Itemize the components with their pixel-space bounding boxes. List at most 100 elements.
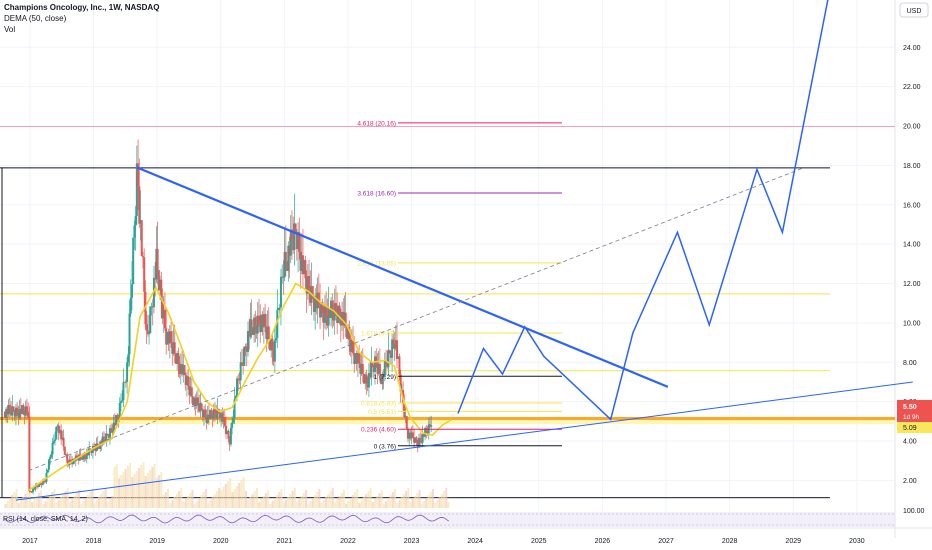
volume-bar bbox=[124, 469, 127, 508]
volume-bar bbox=[77, 490, 80, 508]
volume-bar bbox=[204, 489, 207, 508]
volume-bar bbox=[55, 503, 58, 508]
candle-body bbox=[129, 297, 132, 314]
volume-bar bbox=[138, 468, 141, 508]
volume-bar bbox=[80, 504, 83, 508]
candle-body bbox=[43, 480, 46, 482]
candle-body bbox=[360, 363, 363, 374]
candle-body bbox=[253, 317, 256, 336]
volume-bar bbox=[371, 502, 374, 508]
fib-label-0-5: 0.5 (5.51) bbox=[368, 409, 396, 416]
volume-bar bbox=[4, 504, 7, 508]
volume-bar bbox=[242, 477, 245, 508]
candle-body bbox=[282, 276, 285, 278]
volume-bar bbox=[389, 495, 392, 508]
candle-body bbox=[222, 417, 225, 422]
volume-bar bbox=[407, 488, 410, 508]
volume-bar bbox=[8, 498, 11, 508]
candle-body bbox=[365, 374, 368, 384]
candle-body bbox=[410, 432, 413, 439]
volume-bar bbox=[209, 500, 212, 508]
volume-bar bbox=[400, 497, 403, 508]
trendline-dashed bbox=[28, 166, 805, 471]
volume-bar bbox=[347, 501, 350, 508]
candle-body bbox=[244, 346, 247, 349]
volume-bar bbox=[278, 492, 281, 508]
candle-body bbox=[312, 299, 315, 312]
volume-bar bbox=[42, 504, 45, 508]
volume-bar bbox=[405, 491, 408, 508]
candle-body bbox=[49, 456, 52, 460]
volume-bar bbox=[160, 472, 163, 508]
volume-bar bbox=[336, 499, 339, 508]
volume-bar bbox=[434, 503, 437, 508]
volume-bar bbox=[184, 499, 187, 508]
volume-bar bbox=[280, 489, 283, 508]
volume-bar bbox=[227, 481, 230, 508]
candle-body bbox=[428, 424, 431, 427]
candle-body bbox=[110, 428, 113, 431]
candle-body bbox=[57, 425, 60, 433]
candle-body bbox=[13, 411, 16, 417]
volume-bar bbox=[193, 504, 196, 508]
candle-body bbox=[87, 452, 90, 456]
price-axis-tick: 12.00 bbox=[903, 281, 921, 288]
candle-body bbox=[426, 430, 429, 434]
candle-body bbox=[254, 317, 257, 326]
candle-body bbox=[210, 409, 213, 415]
price-axis-tick: 4.00 bbox=[903, 439, 917, 446]
candle-body bbox=[28, 416, 31, 492]
candle-body bbox=[339, 315, 342, 326]
candle-body bbox=[25, 406, 28, 412]
volume-bar bbox=[102, 491, 105, 508]
candle-body bbox=[283, 251, 286, 278]
candle-body bbox=[359, 363, 362, 374]
currency-button-label[interactable]: USD bbox=[907, 8, 922, 15]
candle-body bbox=[337, 305, 340, 323]
candle-body bbox=[409, 432, 412, 439]
fib-label-2-618: 2.618 (13.05) bbox=[357, 260, 396, 267]
candle-body bbox=[404, 416, 407, 418]
volume-bar bbox=[126, 466, 129, 508]
volume-bar bbox=[75, 493, 78, 508]
volume-bar bbox=[300, 496, 303, 508]
candle-body bbox=[233, 399, 236, 419]
candle-body bbox=[24, 406, 27, 416]
rsi-indicator-label[interactable]: RSI (14, close, SMA, 14, 2) bbox=[3, 516, 88, 523]
candle-body bbox=[215, 413, 218, 419]
volume-bar bbox=[331, 488, 334, 508]
candle-body bbox=[122, 382, 125, 401]
candle-body bbox=[265, 326, 268, 339]
candle-body bbox=[218, 413, 221, 419]
candle-body bbox=[174, 353, 177, 364]
volume-bar bbox=[106, 502, 109, 508]
volume-bar bbox=[120, 475, 123, 508]
candle-body bbox=[259, 323, 262, 333]
volume-bar bbox=[358, 503, 361, 508]
level-line-11-5 bbox=[0, 293, 830, 295]
candle-body bbox=[308, 276, 311, 290]
dema-indicator-label[interactable]: DEMA (50, close) bbox=[4, 14, 67, 23]
candle-body bbox=[90, 450, 93, 453]
price-axis-tick: 20.00 bbox=[903, 124, 921, 131]
candle-body bbox=[168, 331, 171, 344]
candle-body bbox=[71, 461, 74, 465]
candle-body bbox=[297, 231, 300, 249]
volume-bar bbox=[95, 500, 98, 508]
volume-bar bbox=[195, 501, 198, 508]
candle-body bbox=[46, 469, 49, 473]
candle-body bbox=[214, 409, 217, 414]
candle-body bbox=[290, 229, 293, 240]
volume-bar bbox=[291, 491, 294, 508]
candle-body bbox=[248, 331, 251, 337]
volume-bar bbox=[69, 502, 72, 508]
volume-bar bbox=[382, 504, 385, 508]
volume-indicator-label[interactable]: Vol bbox=[4, 25, 16, 34]
candle-body bbox=[23, 410, 26, 416]
candle-body bbox=[150, 306, 153, 308]
candle-body bbox=[338, 305, 341, 316]
candle-body bbox=[240, 362, 243, 364]
candle-body bbox=[267, 326, 270, 339]
dema-price-value: 5.09 bbox=[903, 425, 917, 432]
